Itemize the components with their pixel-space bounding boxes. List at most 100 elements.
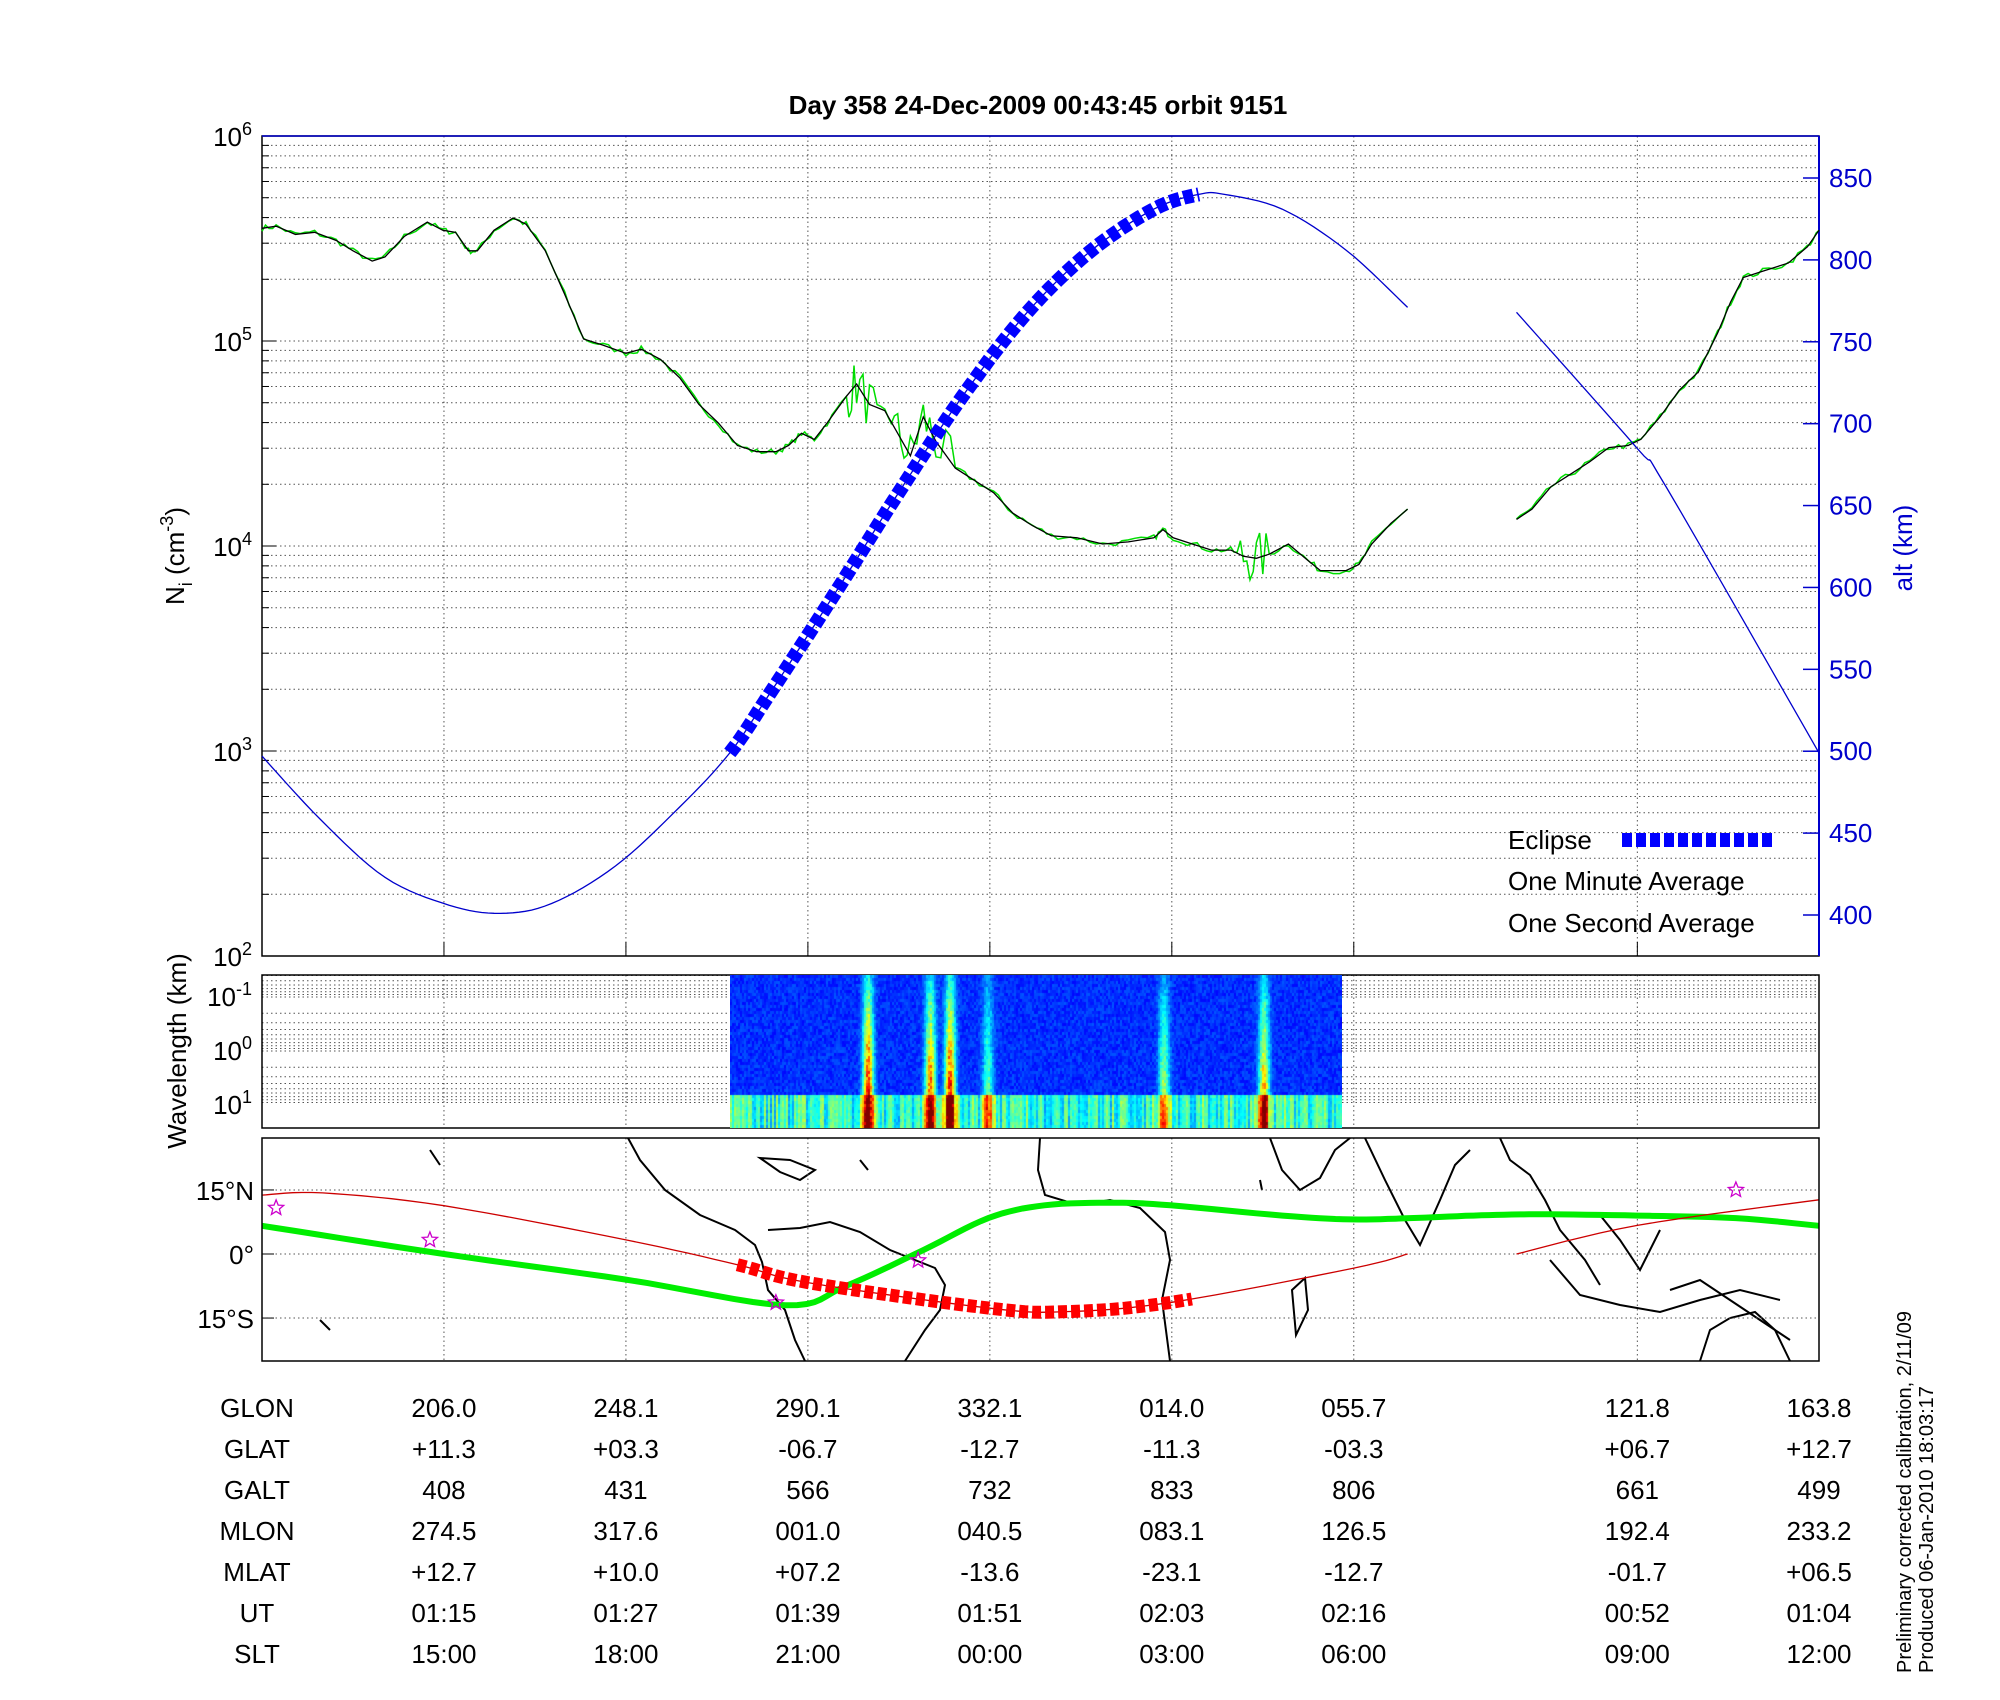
table-cell: 21:00: [775, 1639, 840, 1669]
table-cell: +03.3: [593, 1434, 659, 1464]
map-panel: 15°N 0° 15°S: [196, 1137, 1820, 1362]
y-tick-label-exp: 2: [242, 939, 252, 959]
table-cell: 332.1: [957, 1393, 1022, 1423]
y-tick-label-exp: 6: [242, 119, 252, 139]
table-cell: -03.3: [1324, 1434, 1383, 1464]
spectrogram-y-tick-label-exp: 0: [242, 1033, 252, 1053]
y-label-part: ): [160, 507, 190, 516]
y-tick-label: 102: [213, 939, 252, 972]
map-y-tick-label: 0°: [229, 1240, 254, 1270]
table-cell: 317.6: [593, 1516, 658, 1546]
spectrogram-y-tick-label-exp: 1: [242, 1087, 252, 1107]
table-cell: 01:04: [1786, 1598, 1851, 1628]
table-cell: +10.0: [593, 1557, 659, 1587]
table-row: GALT 408 431 566 732 833 806 661 499: [224, 1475, 1841, 1505]
y2-tick-label: 450: [1829, 818, 1872, 848]
table-cell: 09:00: [1605, 1639, 1670, 1669]
density-panel: 1021031041051064004505005506006507007508…: [157, 119, 1918, 972]
table-cell: 274.5: [411, 1516, 476, 1546]
table-cell: +07.2: [775, 1557, 841, 1587]
row-label: GALT: [224, 1475, 290, 1505]
table-cell: 01:27: [593, 1598, 658, 1628]
y-tick-label: 104: [213, 529, 252, 562]
map-y-tick-label: 15°N: [196, 1176, 254, 1206]
table-cell: -12.7: [1324, 1557, 1383, 1587]
y-axis-label: Ni (cm-3): [157, 507, 196, 605]
y-tick-label: 103: [213, 734, 252, 767]
coastlines: [319, 1137, 1791, 1362]
table-cell: 431: [604, 1475, 647, 1505]
table-cell: -01.7: [1608, 1557, 1667, 1587]
table-cell: 02:03: [1139, 1598, 1204, 1628]
y2-tick-label: 600: [1829, 572, 1872, 602]
table-cell: 00:52: [1605, 1598, 1670, 1628]
table-cell: 12:00: [1786, 1639, 1851, 1669]
orbit-track-eclipse-segment: [735, 1258, 1193, 1319]
y2-tick-label: 400: [1829, 900, 1872, 930]
table-row: UT 01:15 01:27 01:39 01:51 02:03 02:16 00:52 01:…: [240, 1598, 1852, 1628]
star-marker: [420, 1230, 440, 1248]
spectrogram-y-tick-label: 101: [213, 1087, 252, 1120]
row-label: GLON: [220, 1393, 294, 1423]
table-cell: 040.5: [957, 1516, 1022, 1546]
one-second-average-line: [1515, 229, 1820, 520]
row-label: UT: [240, 1598, 275, 1628]
row-label: GLAT: [224, 1434, 290, 1464]
table-cell: -11.3: [1143, 1434, 1200, 1464]
table-cell: 01:39: [775, 1598, 840, 1628]
spectrogram-y-tick-label: 10-1: [207, 979, 252, 1012]
y-tick-label-exp: 5: [242, 324, 252, 344]
table-cell: -12.7: [960, 1434, 1019, 1464]
y-tick-label-base: 10: [213, 737, 242, 767]
table-cell: 499: [1797, 1475, 1840, 1505]
spectrogram-y-axis-label: Wavelength (km): [162, 953, 192, 1149]
table-cell: +06.7: [1604, 1434, 1670, 1464]
table-cell: 233.2: [1786, 1516, 1851, 1546]
row-label: SLT: [234, 1639, 280, 1669]
table-cell: 01:15: [411, 1598, 476, 1628]
table-cell: -13.6: [960, 1557, 1019, 1587]
table-row: MLON 274.5 317.6 001.0 040.5 083.1 126.5 192.4 2…: [219, 1516, 1851, 1546]
table-cell: 290.1: [775, 1393, 840, 1423]
row-label: MLON: [219, 1516, 294, 1546]
legend-eclipse-label: Eclipse: [1508, 825, 1592, 855]
table-cell: +06.5: [1786, 1557, 1852, 1587]
y-tick-label: 105: [213, 324, 252, 357]
y2-tick-label: 550: [1829, 654, 1872, 684]
table-row: GLON 206.0 248.1 290.1 332.1 014.0 055.7 121.8 1…: [220, 1393, 1851, 1423]
table-cell: 00:00: [957, 1639, 1022, 1669]
spectrogram-image: [729, 975, 1342, 1128]
table-cell: 833: [1150, 1475, 1193, 1505]
y-label-part: N: [160, 586, 190, 605]
legend-one-second-label: One Second Average: [1508, 908, 1755, 938]
one-second-average-line: [261, 218, 1409, 583]
star-marker: [908, 1250, 928, 1269]
table-cell: 206.0: [411, 1393, 476, 1423]
spectrogram-y-tick-label-exp: -1: [236, 979, 252, 999]
spectrogram-y-tick-label-base: 10: [213, 1090, 242, 1120]
table-row: SLT 15:00 18:00 21:00 00:00 03:00 06:00 09:00 12…: [234, 1639, 1851, 1669]
table-cell: 01:51: [957, 1598, 1022, 1628]
y-tick-label-base: 10: [213, 942, 242, 972]
table-cell: 408: [422, 1475, 465, 1505]
y-label-part: (cm: [160, 532, 190, 583]
table-cell: 163.8: [1786, 1393, 1851, 1423]
star-marker: [266, 1198, 286, 1216]
table-cell: 661: [1616, 1475, 1659, 1505]
y-tick-label: 106: [213, 119, 252, 152]
y2-tick-label: 650: [1829, 491, 1872, 521]
table-cell: 055.7: [1321, 1393, 1386, 1423]
orbit-parameter-table: GLON 206.0 248.1 290.1 332.1 014.0 055.7 121.8 1…: [219, 1393, 1851, 1669]
table-row: GLAT +11.3 +03.3 -06.7 -12.7 -11.3 -03.3 +06.7 +…: [224, 1434, 1852, 1464]
table-cell: +12.7: [1786, 1434, 1852, 1464]
orbit-track-line: [1516, 1199, 1820, 1255]
one-minute-average-line: [1516, 229, 1820, 520]
calibration-note: Preliminary corrected calibration, 2/11/…: [1894, 1311, 1916, 1673]
y2-tick-label: 700: [1829, 409, 1872, 439]
star-marker: [1726, 1180, 1746, 1198]
table-cell: +12.7: [411, 1557, 477, 1587]
legend-one-minute-label: One Minute Average: [1508, 866, 1745, 896]
y-tick-label-exp: 4: [242, 529, 252, 549]
table-cell: 15:00: [411, 1639, 476, 1669]
